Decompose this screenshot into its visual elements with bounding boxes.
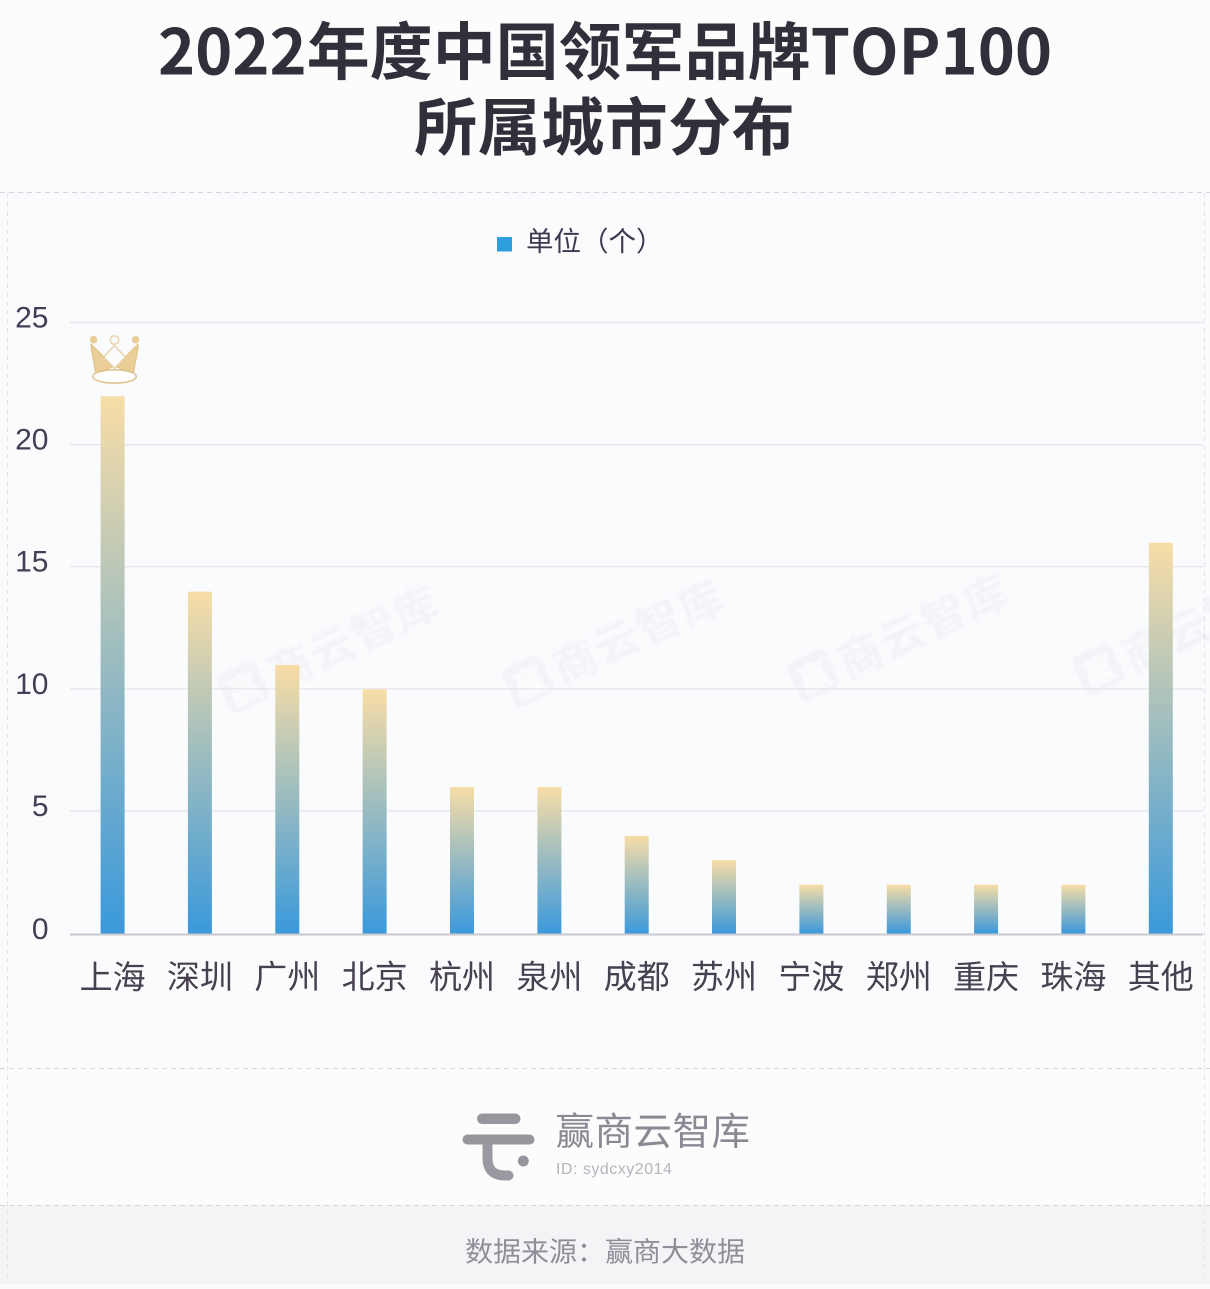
svg-text:15: 15 — [15, 546, 48, 579]
svg-text:5: 5 — [32, 790, 49, 823]
svg-text:10: 10 — [15, 668, 48, 701]
svg-text:ID: sydcxy2014: ID: sydcxy2014 — [556, 1161, 672, 1178]
svg-text:20: 20 — [15, 424, 48, 457]
svg-text:25: 25 — [15, 302, 48, 335]
svg-text:0: 0 — [32, 913, 49, 946]
